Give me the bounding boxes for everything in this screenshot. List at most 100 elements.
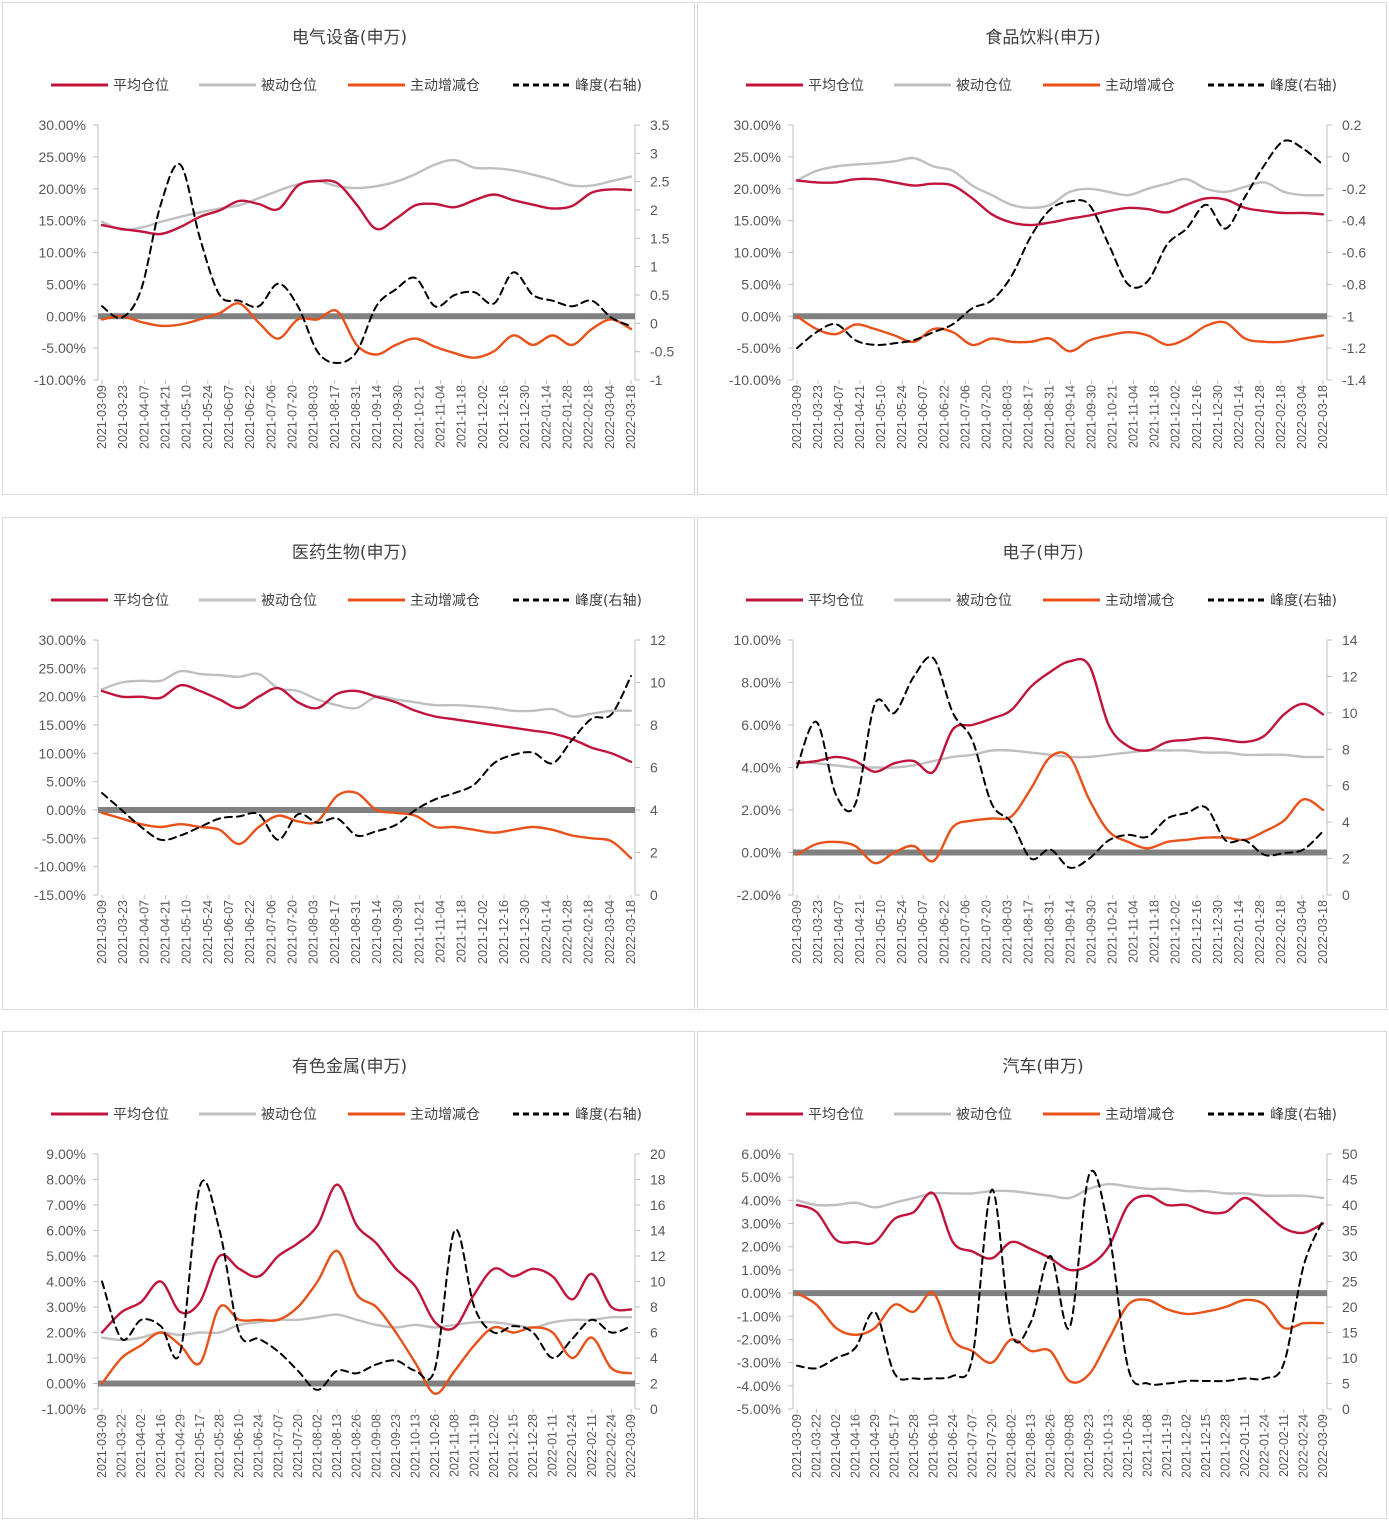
x-tick-label: 2022-02-18 (1274, 385, 1288, 449)
x-tick-label: 2021-08-31 (349, 900, 363, 964)
x-tick-label: 2021-07-20 (979, 900, 993, 964)
x-tick-label: 2021-07-20 (985, 1414, 999, 1478)
series-line-passive (100, 1313, 633, 1342)
series-line-active (795, 315, 1325, 353)
x-tick-label: 2021-11-18 (1148, 385, 1162, 448)
right-tick-label: 0.2 (1342, 117, 1362, 133)
right-tick-label: -0.2 (1342, 181, 1366, 197)
chart-title: 电气设备(申万) (292, 28, 407, 48)
chart-panel: 电子(申万) 平均仓位 被动仓位 主动增减仓 峰度(右轴) 10.00% 8.00% 6.00… (697, 517, 1387, 1010)
left-tick-label: 6.00% (741, 1146, 781, 1162)
legend-label: 峰度(右轴) (1270, 593, 1337, 609)
x-tick-label: 2021-09-14 (370, 900, 384, 964)
x-tick-label: 2022-03-04 (603, 385, 617, 449)
right-tick-label: 20 (1342, 1299, 1358, 1315)
left-tick-label: 10.00% (734, 632, 781, 648)
x-tick-label: 2022-02-18 (1274, 900, 1288, 964)
x-tick-label: 2021-11-19 (1160, 1414, 1174, 1477)
x-tick-label: 2021-04-29 (868, 1414, 882, 1478)
x-tick-label: 2021-11-08 (448, 1414, 462, 1477)
x-tick-label: 2021-03-23 (116, 385, 130, 449)
right-tick-label: -1.4 (1342, 372, 1366, 388)
legend-label: 被动仓位 (956, 593, 1012, 609)
x-tick-label: 2021-09-14 (1064, 900, 1078, 964)
x-tick-label: 2021-12-16 (497, 385, 511, 449)
left-tick-label: 6.00% (46, 1223, 86, 1239)
x-tick-label: 2021-10-26 (428, 1414, 442, 1478)
left-tick-label: 3.00% (46, 1299, 86, 1315)
x-tick-label: 2021-04-07 (832, 385, 846, 449)
x-tick-label: 2022-03-04 (1295, 900, 1309, 964)
series-line-passive (795, 156, 1325, 210)
x-tick-label: 2021-11-04 (1127, 385, 1141, 448)
chart-panel: 有色金属(申万) 平均仓位 被动仓位 主动增减仓 峰度(右轴) 9.00% 8.00% 7.0… (2, 1031, 695, 1519)
x-tick-label: 2021-09-30 (391, 900, 405, 964)
right-tick-label: 0 (650, 1401, 658, 1417)
x-tick-label: 2021-06-22 (937, 900, 951, 964)
right-tick-label: 6 (650, 760, 658, 776)
chart-panel: 汽车(申万) 平均仓位 被动仓位 主动增减仓 峰度(右轴) 6.00% 5.00% 4.00%… (697, 1031, 1387, 1519)
x-tick-label: 2022-01-14 (1232, 385, 1246, 449)
x-tick-label: 2021-08-02 (311, 1414, 325, 1478)
left-tick-label: 25.00% (39, 149, 86, 165)
series-line-active (100, 1249, 633, 1395)
x-tick-label: 2021-03-09 (790, 385, 804, 449)
x-tick-label: 2021-07-06 (958, 385, 972, 449)
right-tick-label: 0 (1342, 149, 1350, 165)
x-tick-label: 2021-05-28 (213, 1414, 227, 1478)
x-tick-label: 2021-06-07 (222, 385, 236, 449)
left-tick-label: 1.00% (741, 1262, 781, 1278)
x-tick-label: 2021-11-08 (1141, 1414, 1155, 1477)
right-tick-label: 5 (1342, 1376, 1350, 1392)
left-tick-label: 15.00% (734, 213, 781, 229)
x-tick-label: 2021-08-17 (1021, 900, 1035, 964)
x-tick-label: 2021-11-18 (1148, 900, 1162, 963)
x-tick-label: 2021-12-30 (1211, 385, 1225, 449)
x-tick-label: 2022-03-18 (1316, 900, 1330, 964)
right-tick-label: -0.4 (1342, 213, 1366, 229)
x-tick-label: 2021-05-10 (180, 385, 194, 449)
x-tick-label: 2021-05-10 (874, 385, 888, 449)
left-tick-label: 6.00% (741, 717, 781, 733)
right-tick-label: 2 (650, 845, 658, 861)
x-tick-label: 2021-12-15 (506, 1414, 520, 1478)
left-tick-label: -2.00% (737, 887, 781, 903)
x-tick-label: 2021-12-02 (1180, 1414, 1194, 1478)
left-tick-label: 25.00% (39, 660, 86, 676)
x-tick-label: 2021-03-09 (95, 900, 109, 964)
x-tick-label: 2021-04-21 (853, 385, 867, 449)
x-tick-label: 2021-11-04 (1127, 900, 1141, 963)
left-tick-label: 20.00% (39, 181, 86, 197)
right-tick-label: 10 (1342, 705, 1358, 721)
left-tick-label: 5.00% (741, 276, 781, 292)
x-tick-label: 2022-03-18 (1316, 385, 1330, 449)
left-tick-label: -3.00% (737, 1355, 781, 1371)
left-tick-label: 9.00% (46, 1146, 86, 1162)
x-tick-label: 2021-03-09 (790, 1414, 804, 1478)
right-tick-label: 12 (650, 1248, 666, 1264)
x-tick-label: 2021-05-24 (895, 900, 909, 964)
x-tick-label: 2021-04-02 (829, 1414, 843, 1478)
legend-label: 被动仓位 (261, 78, 317, 94)
x-tick-label: 2021-12-02 (487, 1414, 501, 1478)
left-tick-label: -10.00% (34, 372, 86, 388)
series-line-kurt (796, 1169, 1324, 1386)
right-tick-label: 0 (1342, 1401, 1350, 1417)
legend-label: 被动仓位 (956, 1107, 1012, 1123)
legend-label: 主动增减仓 (410, 78, 480, 94)
x-tick-label: 2021-12-28 (526, 1414, 540, 1478)
right-tick-label: 35 (1342, 1223, 1358, 1239)
x-tick-label: 2021-06-24 (946, 1414, 960, 1478)
left-tick-label: 8.00% (741, 675, 781, 691)
right-tick-label: -0.6 (1342, 245, 1366, 261)
legend-label: 主动增减仓 (1105, 78, 1175, 94)
x-tick-label: 2021-07-20 (291, 1414, 305, 1478)
x-tick-label: 2021-03-22 (809, 1414, 823, 1478)
x-tick-label: 2021-05-28 (907, 1414, 921, 1478)
x-tick-label: 2022-02-18 (582, 385, 596, 449)
right-tick-label: 14 (1342, 632, 1358, 648)
x-tick-label: 2021-03-23 (811, 385, 825, 449)
right-tick-label: 2 (650, 202, 658, 218)
x-tick-label: 2021-04-21 (158, 385, 172, 449)
x-tick-label: 2021-12-30 (518, 385, 532, 449)
